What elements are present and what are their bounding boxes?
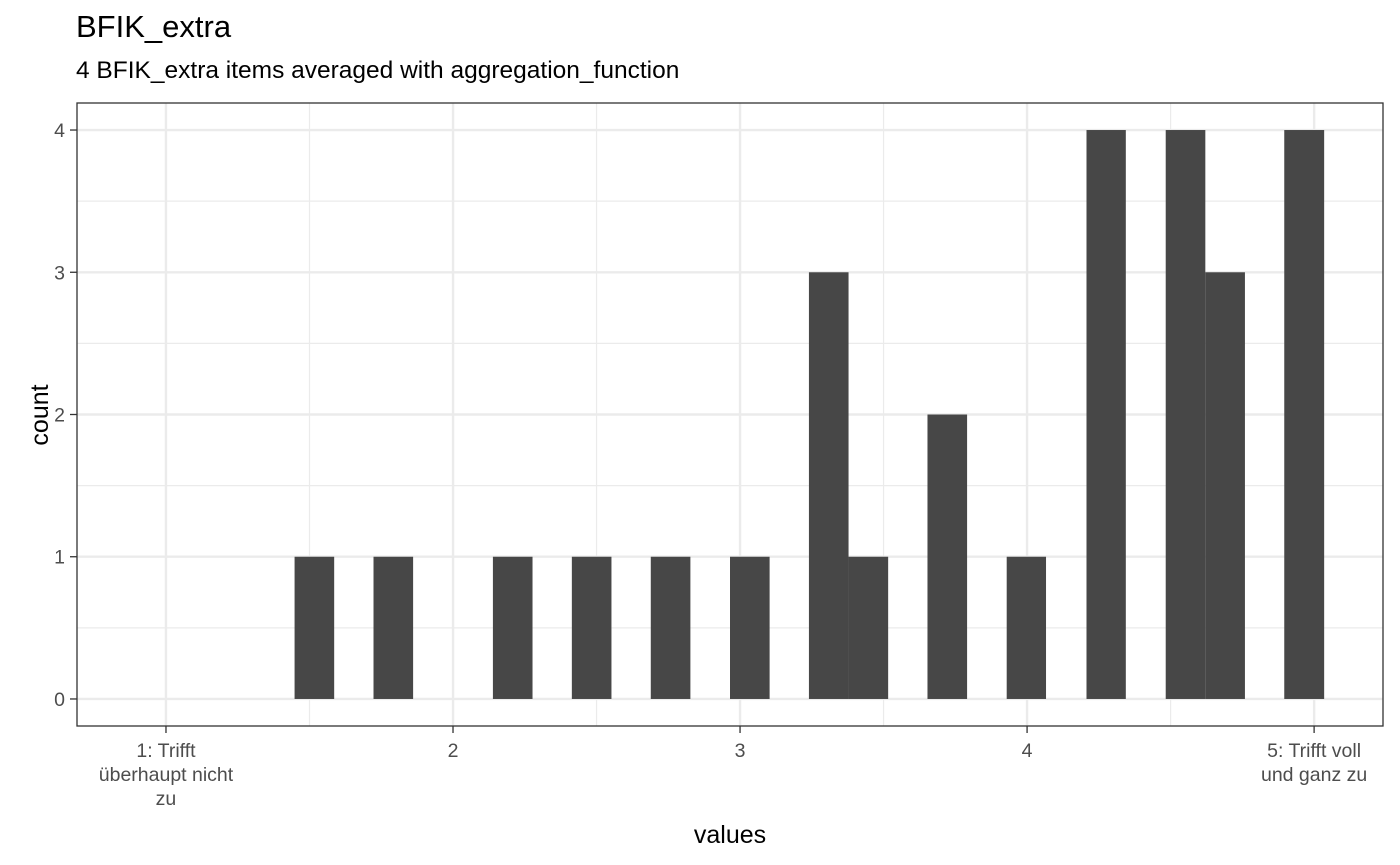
histogram-bar	[294, 556, 335, 699]
x-tick-label: 3	[735, 740, 746, 762]
y-tick-label: 2	[54, 405, 65, 427]
histogram-bars	[294, 130, 1325, 699]
histogram-bar	[1086, 130, 1126, 699]
y-tick-label: 0	[54, 689, 65, 711]
y-tick-label: 1	[54, 547, 65, 569]
histogram-bar	[1165, 130, 1206, 699]
histogram-bar	[1006, 556, 1047, 699]
x-tick-label: 5: Trifft voll und ganz zu	[1261, 740, 1367, 786]
y-axis-ticks: 0 1 2 3 4	[54, 120, 77, 711]
x-tick-label: 4	[1022, 740, 1033, 762]
histogram-bar	[848, 556, 889, 699]
histogram-bar	[373, 556, 414, 699]
histogram-bar	[1284, 130, 1325, 699]
y-tick-label: 4	[54, 120, 65, 142]
histogram-bar	[571, 556, 612, 699]
chart-title: BFIK_extra	[76, 9, 232, 44]
histogram-bar	[808, 272, 849, 699]
histogram-bar	[730, 556, 770, 699]
histogram-bar	[492, 556, 533, 699]
y-tick-label: 3	[54, 262, 65, 284]
x-axis-ticks: 1: Trifft überhaupt nicht zu 2 3 4 5: Trifft v…	[99, 726, 1367, 810]
x-tick-label: 1: Trifft überhaupt nicht zu	[99, 740, 234, 810]
y-axis-title: count	[26, 384, 54, 445]
histogram-bar	[1205, 272, 1245, 699]
chart-subtitle: 4 BFIK_extra items averaged with aggrega…	[76, 57, 680, 84]
histogram-bar	[927, 414, 968, 699]
x-tick-label: 2	[448, 740, 459, 762]
x-axis-title: values	[694, 821, 766, 849]
histogram-bar	[650, 556, 691, 699]
